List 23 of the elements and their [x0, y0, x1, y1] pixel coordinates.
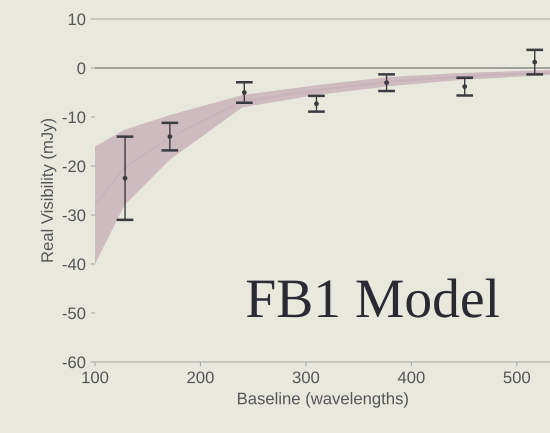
- point: [242, 90, 247, 95]
- point: [532, 60, 538, 65]
- y-tick-label: -40: [62, 258, 86, 270]
- x-tick-label: 500: [504, 371, 530, 384]
- point: [462, 84, 468, 90]
- y-tick-label: -50: [62, 307, 86, 320]
- y-axis-title: Real Visibility (mJy): [40, 118, 56, 262]
- point: [167, 134, 172, 139]
- x-tick-label: 100: [82, 371, 108, 384]
- point: [314, 101, 319, 106]
- y-tick-label: -10: [62, 111, 86, 124]
- x-tick-label: 300: [292, 371, 320, 384]
- x-tick-label: 200: [187, 371, 214, 384]
- x-tick-label: 400: [398, 371, 425, 384]
- y-tick-label: 10: [68, 13, 86, 26]
- x-axis-title: Baseline (wavelengths): [238, 392, 408, 408]
- point: [384, 80, 389, 86]
- annotation: FB1 Model: [246, 278, 499, 318]
- y-tick-label: -20: [62, 160, 86, 172]
- point: [122, 176, 128, 181]
- y-tick-label: -60: [62, 356, 86, 368]
- y-tick-label: 0: [77, 62, 86, 74]
- y-tick-label: -30: [62, 209, 86, 222]
